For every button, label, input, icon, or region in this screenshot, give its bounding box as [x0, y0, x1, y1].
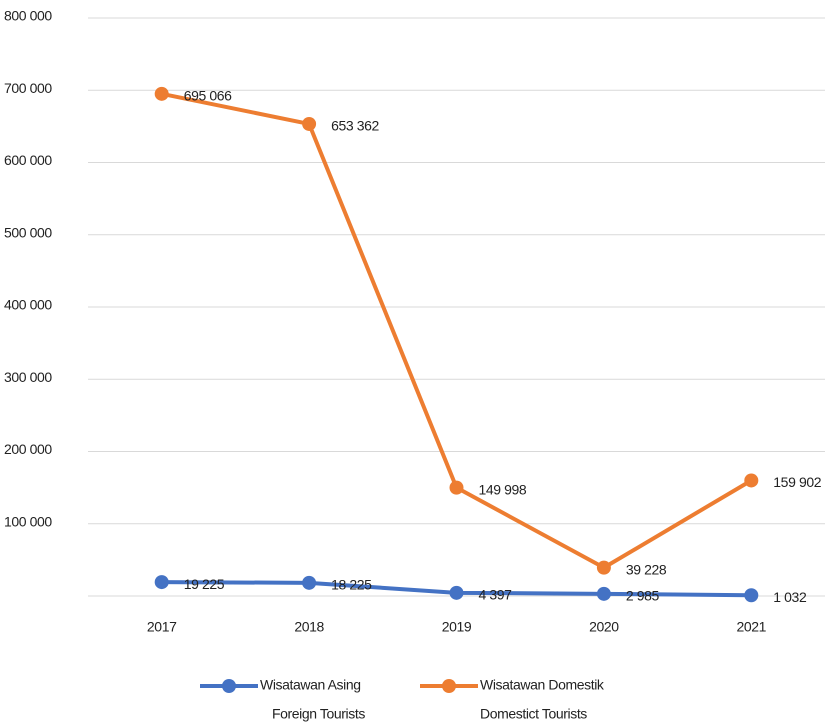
data-label: 39 228	[626, 561, 667, 577]
data-label: 653 362	[331, 118, 379, 134]
y-tick-label: 500 000	[4, 224, 52, 240]
data-label: 18 225	[331, 577, 372, 593]
legend-marker	[442, 679, 456, 693]
point	[449, 480, 464, 495]
y-tick-label: 700 000	[4, 80, 52, 96]
point	[596, 560, 611, 575]
legend-label: Wisatawan Domestik	[480, 677, 605, 693]
point	[596, 586, 611, 601]
data-label: 159 902	[773, 474, 821, 490]
y-tick-label: 300 000	[4, 369, 52, 385]
x-tick-label: 2019	[442, 619, 472, 635]
data-label: 19 225	[184, 576, 225, 592]
legend-marker	[222, 679, 236, 693]
point	[449, 585, 464, 600]
y-tick-label: 800 000	[4, 8, 52, 24]
legend-sublabel: Foreign Tourists	[272, 706, 365, 722]
data-label: 4 397	[479, 587, 513, 603]
series-line	[161, 91, 753, 570]
point	[744, 588, 759, 603]
x-tick-label: 2020	[589, 619, 619, 635]
point	[302, 575, 317, 590]
y-tick-label: 100 000	[4, 513, 52, 529]
y-tick-label: 600 000	[4, 152, 52, 168]
legend-sublabel: Domestict Tourists	[480, 706, 587, 722]
x-tick-label: 2018	[294, 619, 324, 635]
point	[744, 473, 759, 488]
data-label: 149 998	[479, 481, 527, 497]
point	[154, 86, 169, 101]
point	[302, 116, 317, 131]
data-label: 1 032	[773, 589, 807, 605]
y-tick-label: 200 000	[4, 441, 52, 457]
legend-label: Wisatawan Asing	[260, 677, 361, 693]
x-tick-label: 2021	[737, 619, 767, 635]
data-label: 2 985	[626, 588, 660, 604]
y-tick-label: 400 000	[4, 297, 52, 313]
data-label: 695 066	[184, 88, 232, 104]
x-tick-label: 2017	[147, 619, 177, 635]
point	[154, 575, 169, 590]
